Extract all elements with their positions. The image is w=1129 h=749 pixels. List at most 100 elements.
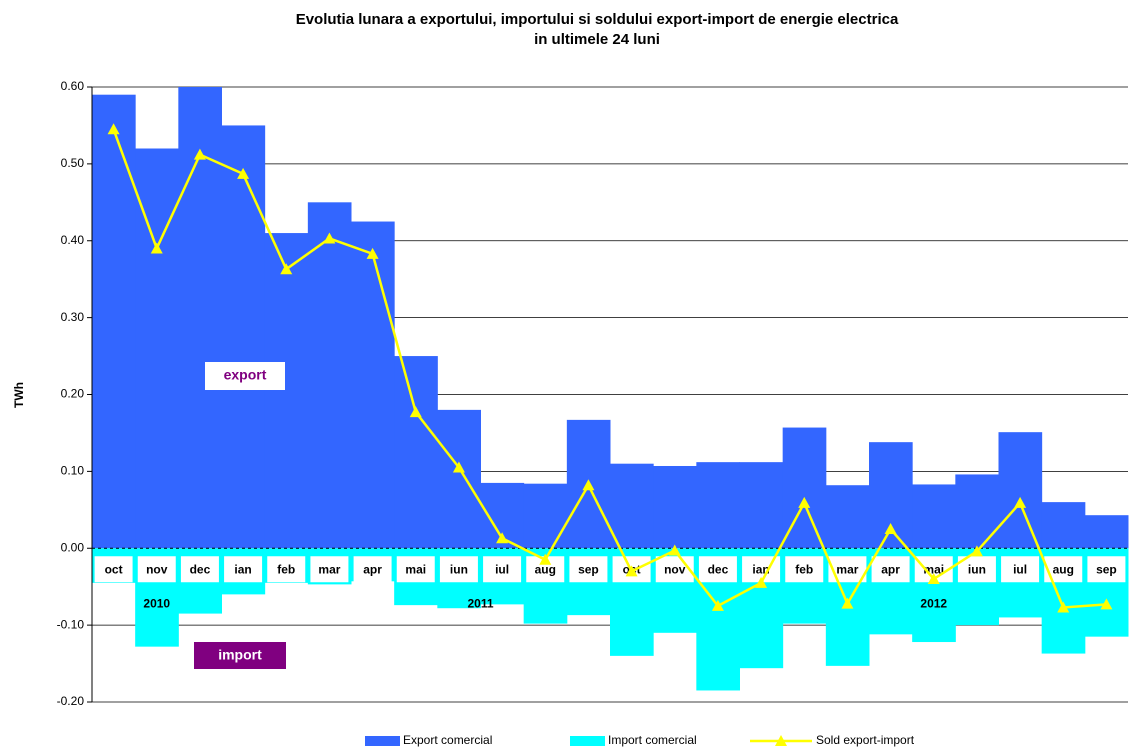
y-tick-label: 0.20 <box>61 387 85 401</box>
x-tick-label: oct <box>105 562 123 576</box>
bar <box>610 463 654 549</box>
category-box <box>655 556 694 583</box>
bar <box>955 474 999 549</box>
marker <box>625 565 638 577</box>
bar <box>351 221 395 549</box>
bar <box>437 409 481 549</box>
marker <box>107 123 120 135</box>
marker <box>711 599 724 611</box>
x-tick-label: apr <box>881 562 900 576</box>
marker <box>323 232 336 244</box>
y-tick-label: -0.10 <box>57 617 85 631</box>
annotation: export <box>224 367 267 383</box>
group-label: 2011 <box>467 596 493 610</box>
x-tick-label: mar <box>318 562 340 576</box>
marker <box>927 573 940 584</box>
bar <box>1041 502 1086 549</box>
group-label: 2012 <box>920 596 947 610</box>
marker <box>582 479 595 491</box>
marker <box>798 496 811 508</box>
y-tick-label: 0.10 <box>61 464 85 478</box>
annotation-box <box>205 362 285 390</box>
bar <box>264 233 309 549</box>
category-box <box>1087 556 1126 583</box>
legend-label: Import comercial <box>608 733 697 747</box>
x-tick-label: dec <box>708 562 729 576</box>
marker <box>1100 598 1113 610</box>
category-box <box>1001 556 1040 583</box>
category-box <box>180 556 219 583</box>
bar <box>307 202 352 549</box>
marker <box>150 242 163 254</box>
x-tick-label: aug <box>1053 562 1074 576</box>
category-box <box>137 556 176 583</box>
marker <box>452 461 465 473</box>
category-box <box>871 556 910 583</box>
marker <box>280 263 293 275</box>
category-box <box>224 556 263 583</box>
x-tick-label: sep <box>1096 562 1117 576</box>
marker <box>193 148 206 160</box>
marker <box>409 406 422 418</box>
annotation-box <box>194 642 286 669</box>
category-box <box>569 556 608 583</box>
category-box <box>698 556 737 583</box>
bar <box>178 87 222 549</box>
category-box <box>94 556 133 583</box>
bar <box>1084 515 1129 549</box>
marker <box>366 247 379 259</box>
category-box <box>267 556 306 583</box>
y-tick-label: -0.20 <box>57 694 85 708</box>
category-box <box>439 556 478 583</box>
x-tick-label: feb <box>277 562 295 576</box>
bar <box>523 483 568 549</box>
x-tick-label: sep <box>578 562 599 576</box>
line <box>112 128 1107 609</box>
x-tick-label: iun <box>450 562 468 576</box>
y-tick-label: 0.50 <box>61 156 85 170</box>
marker <box>237 167 250 179</box>
category-box <box>353 556 392 583</box>
x-tick-label: mar <box>836 562 858 576</box>
y-tick-label: 0.30 <box>61 310 85 324</box>
x-tick-label: apr <box>363 562 382 576</box>
chart-title: in ultimele 24 luni <box>534 31 660 48</box>
x-tick-label: ian <box>234 562 251 576</box>
bar <box>998 432 1043 549</box>
chart-title: Evolutia lunara a exportului, importului… <box>296 11 899 28</box>
bar <box>653 465 697 549</box>
annotation: import <box>218 647 262 663</box>
bar <box>696 462 740 549</box>
category-box <box>483 556 522 583</box>
marker <box>1014 496 1027 508</box>
marker <box>755 576 768 588</box>
x-tick-label: nov <box>146 562 168 576</box>
legend-label: Sold export-import <box>816 733 915 747</box>
y-axis-label: TWh <box>12 382 26 408</box>
category-box <box>828 556 867 583</box>
x-tick-label: iul <box>495 562 509 576</box>
bar <box>825 485 870 549</box>
y-tick-label: 0.00 <box>61 540 85 554</box>
y-tick-label: 0.40 <box>61 233 85 247</box>
legend-marker <box>775 735 787 746</box>
x-tick-label: nov <box>664 562 686 576</box>
legend-label: Export comercial <box>403 733 492 747</box>
plot-area <box>92 86 1129 703</box>
bar <box>92 94 136 549</box>
legend-swatch <box>570 736 605 746</box>
category-box <box>785 556 824 583</box>
bar <box>221 125 266 549</box>
bar <box>912 484 956 549</box>
category-box <box>396 556 435 583</box>
marker <box>1057 601 1070 613</box>
y-tick-label: 0.60 <box>61 79 85 93</box>
x-tick-label: iul <box>1013 562 1027 576</box>
group-label: 2010 <box>143 596 170 610</box>
marker <box>668 544 681 556</box>
x-tick-label: feb <box>795 562 813 576</box>
marker <box>970 545 983 557</box>
marker <box>884 523 897 535</box>
x-tick-label: mai <box>405 562 426 576</box>
